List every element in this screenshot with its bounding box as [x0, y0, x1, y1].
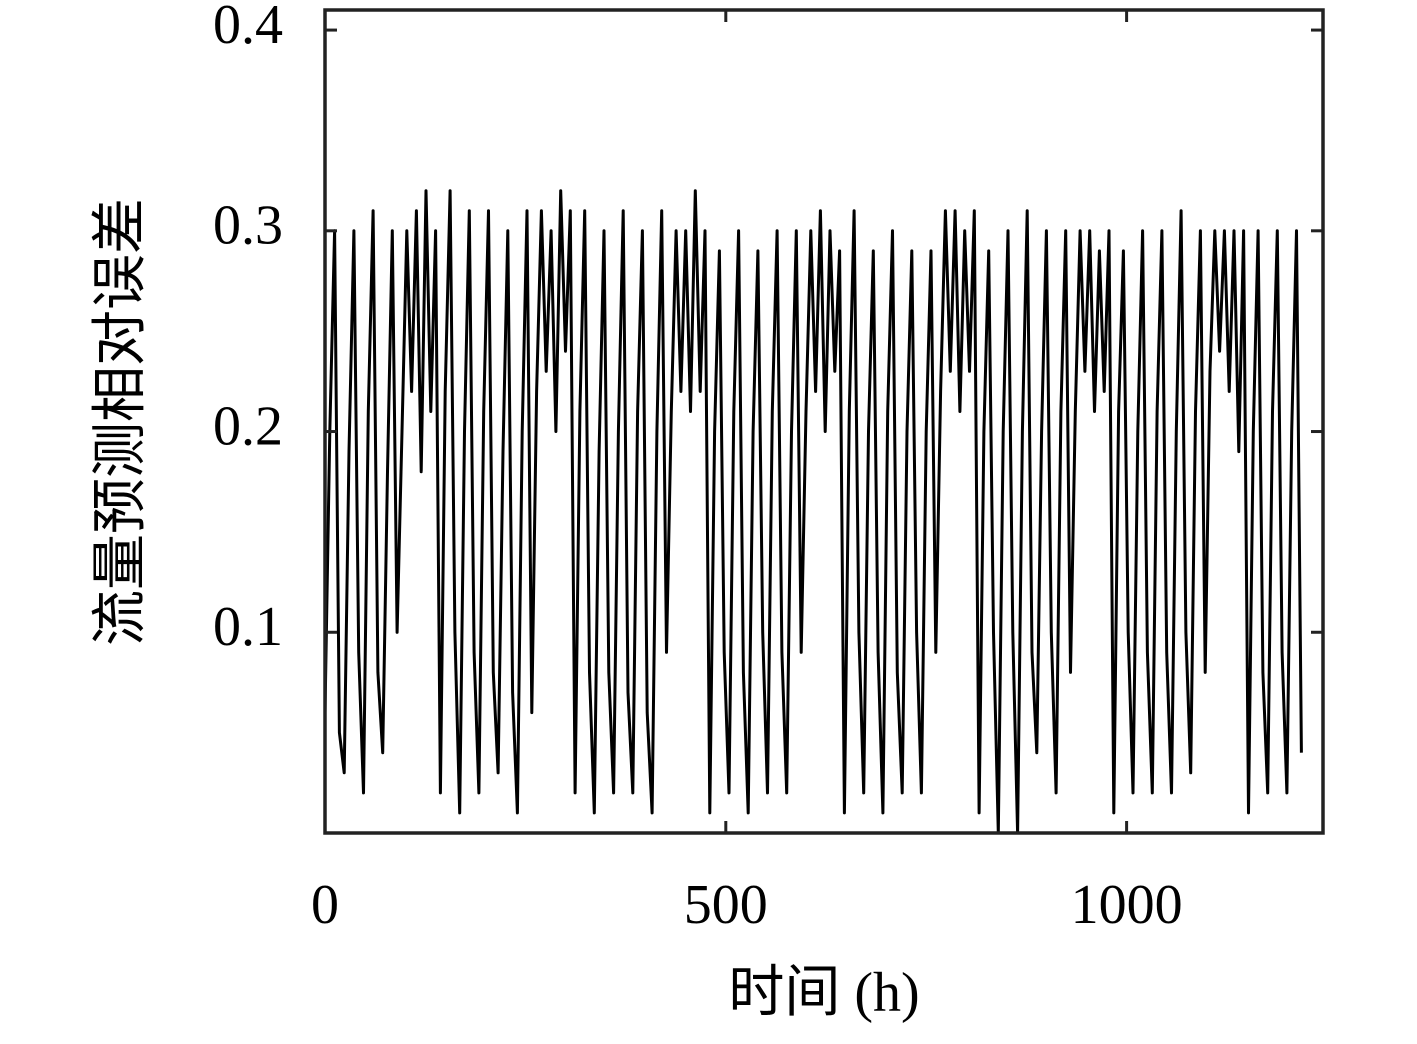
x-tick-label: 0	[311, 874, 339, 936]
y-tick-label: 0.3	[213, 195, 283, 257]
y-tick-label: 0.1	[213, 596, 283, 658]
x-tick-label: 1000	[1071, 874, 1183, 936]
y-tick-label: 0.4	[213, 0, 283, 56]
y-tick-label: 0.2	[213, 395, 283, 457]
y-axis-label: 流量预测相对误差	[90, 198, 152, 646]
data-line	[323, 189, 1303, 835]
x-axis-label: 时间 (h)	[728, 962, 919, 1024]
plot-frame	[323, 8, 1325, 835]
x-tick-label: 500	[684, 874, 768, 936]
